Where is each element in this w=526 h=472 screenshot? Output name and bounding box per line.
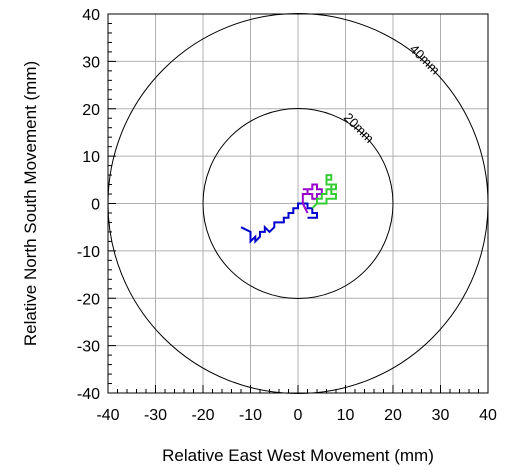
y-axis-title: Relative North South Movement (mm) bbox=[21, 61, 40, 346]
x-tick-label: -10 bbox=[239, 407, 262, 424]
x-tick-label: 0 bbox=[294, 407, 303, 424]
x-tick-label: -30 bbox=[144, 407, 167, 424]
y-tick-label: -10 bbox=[77, 244, 100, 261]
movement-trace bbox=[240, 202, 318, 244]
axis-ticks bbox=[107, 13, 489, 394]
y-tick-label: 0 bbox=[91, 197, 100, 214]
x-tick-label: 10 bbox=[337, 407, 355, 424]
tick-labels: -40 -30 -20 -10 0 10 20 30 40 40 30 20 10 0 -10 -20 -30 -… bbox=[77, 7, 497, 424]
x-tick-label: 30 bbox=[432, 407, 450, 424]
movement-trace bbox=[311, 174, 337, 209]
y-tick-label: -40 bbox=[77, 386, 100, 403]
y-tick-label: -30 bbox=[77, 339, 100, 356]
movement-trace bbox=[301, 183, 323, 214]
reference-circle bbox=[202, 108, 394, 299]
y-tick-label: 20 bbox=[82, 102, 100, 119]
x-axis-title: Relative East West Movement (mm) bbox=[162, 446, 434, 465]
x-tick-label: -40 bbox=[96, 407, 119, 424]
x-tick-label: 20 bbox=[384, 407, 402, 424]
y-tick-label: 10 bbox=[82, 149, 100, 166]
movement-traces bbox=[240, 174, 337, 244]
circle-label: 20mm bbox=[341, 110, 377, 146]
circle-label: 40mm bbox=[407, 41, 443, 77]
y-tick-label: 30 bbox=[82, 54, 100, 71]
y-tick-label: -20 bbox=[77, 291, 100, 308]
x-tick-label: -20 bbox=[191, 407, 214, 424]
y-tick-label: 40 bbox=[82, 7, 100, 24]
x-tick-label: 40 bbox=[479, 407, 497, 424]
